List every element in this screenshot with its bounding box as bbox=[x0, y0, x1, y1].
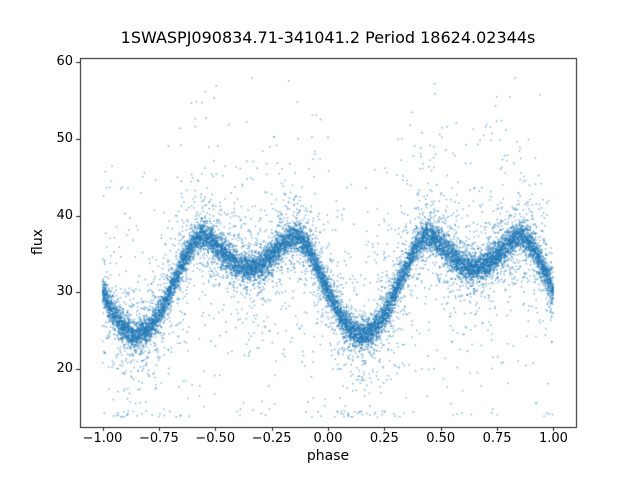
x-tick-label: −0.50 bbox=[195, 431, 236, 446]
y-axis-label: flux bbox=[30, 229, 46, 255]
y-tick-label: 60 bbox=[56, 53, 73, 69]
y-tick-label: 50 bbox=[56, 130, 73, 146]
chart-title: 1SWASPJ090834.71-341041.2 Period 18624.0… bbox=[120, 28, 536, 47]
x-axis-label: phase bbox=[306, 448, 350, 464]
y-tick-label: 40 bbox=[56, 207, 73, 223]
x-tick-label: 0.75 bbox=[482, 431, 512, 446]
x-tick-label: 0.25 bbox=[369, 431, 399, 446]
y-tick-label: 20 bbox=[56, 361, 73, 377]
x-tick-label: 0.00 bbox=[313, 431, 343, 446]
x-tick-label: −0.25 bbox=[251, 431, 292, 446]
x-tick-label: 0.50 bbox=[426, 431, 456, 446]
x-tick-label: −1.00 bbox=[82, 431, 123, 446]
y-tick-label: 30 bbox=[56, 284, 73, 300]
x-tick-label: 1.00 bbox=[538, 431, 568, 446]
x-tick-label: −0.75 bbox=[138, 431, 179, 446]
